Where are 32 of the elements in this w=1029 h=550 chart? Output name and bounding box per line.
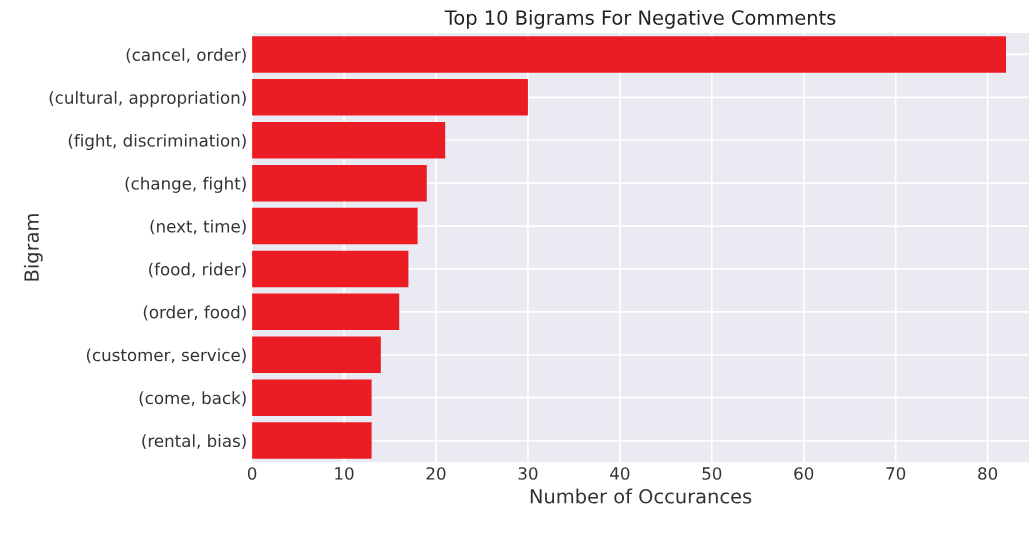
x-tick-label: 0 xyxy=(247,467,257,480)
x-tick-label: 20 xyxy=(426,467,446,480)
x-tick-label: 50 xyxy=(702,467,722,480)
bar xyxy=(252,122,446,159)
x-tick-label: 30 xyxy=(518,467,538,480)
bar xyxy=(252,79,528,116)
y-tick-label: (rental, bias) xyxy=(142,434,246,450)
x-tick-label: 10 xyxy=(335,467,354,480)
y-tick-label: (cancel, order) xyxy=(126,48,246,63)
y-axis-title: Bigram xyxy=(23,214,43,281)
bar xyxy=(252,250,409,288)
x-tick-label: 40 xyxy=(610,467,630,480)
bar xyxy=(252,422,372,459)
x-axis-title: Number of Occurances xyxy=(530,488,752,504)
y-tick-label: (cultural, appropriation) xyxy=(49,91,246,108)
y-tick-label: (change, fight) xyxy=(125,176,246,193)
bar xyxy=(252,293,400,331)
bar xyxy=(252,36,1007,73)
bar xyxy=(252,379,372,416)
x-tick-label: 80 xyxy=(978,467,998,480)
x-tick-label: 70 xyxy=(886,467,906,480)
y-tick-label: (next, time) xyxy=(150,219,246,235)
y-tick-label: (order, food) xyxy=(143,305,246,321)
x-tick-label: 60 xyxy=(794,467,814,480)
bar xyxy=(252,336,381,373)
y-tick-label: (come, back) xyxy=(139,391,246,407)
y-tick-label: (food, rider) xyxy=(149,262,246,278)
chart-title: Top 10 Bigrams For Negative Comments xyxy=(444,9,836,29)
bar xyxy=(252,164,427,202)
bar xyxy=(252,207,418,245)
y-tick-label: (customer, service) xyxy=(86,348,246,364)
y-tick-label: (fight, discrimination) xyxy=(68,133,246,151)
